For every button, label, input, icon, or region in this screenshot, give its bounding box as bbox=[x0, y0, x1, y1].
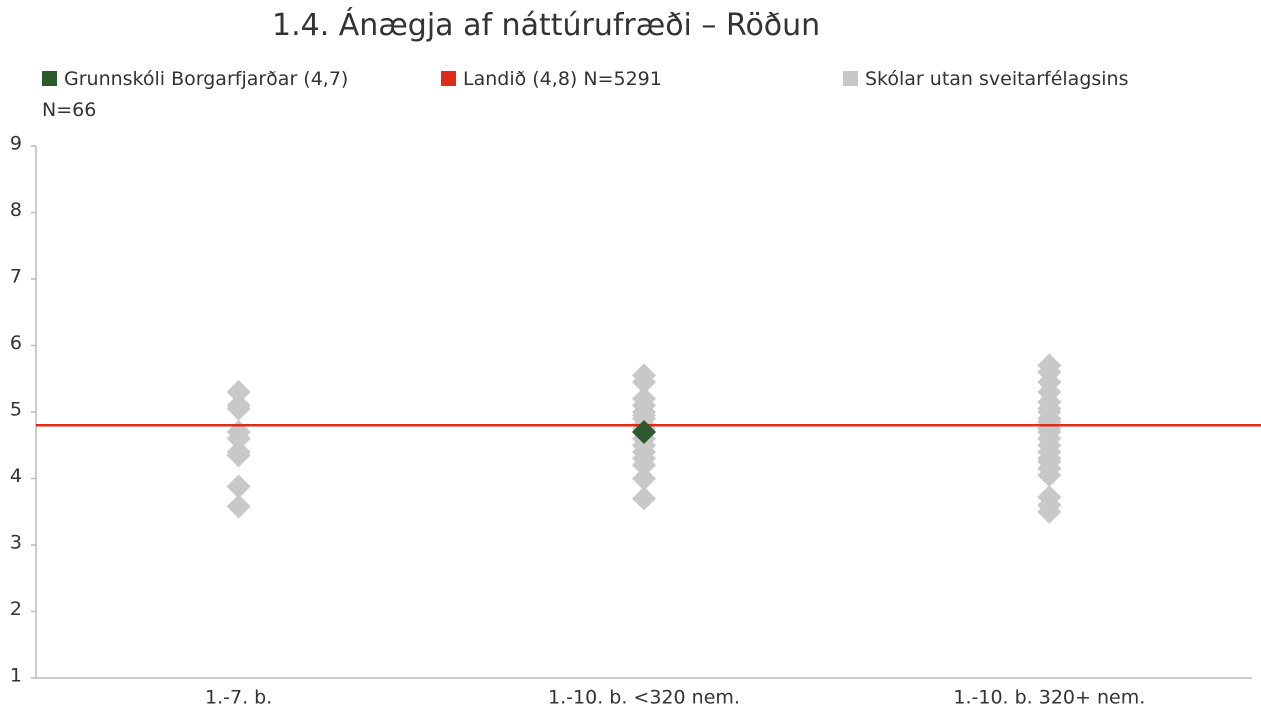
point bbox=[632, 453, 656, 478]
point bbox=[226, 494, 251, 519]
point bbox=[226, 443, 251, 468]
legend-item: Landið (4,8) N=5291 bbox=[441, 64, 843, 95]
y-tick-label: 9 bbox=[10, 133, 22, 155]
legend-swatch bbox=[843, 71, 858, 86]
point bbox=[632, 486, 656, 511]
chart-title: 1.4. Ánægja af náttúrufræði – Röðun bbox=[272, 8, 821, 43]
y-tick-label: 5 bbox=[10, 399, 22, 421]
point bbox=[632, 370, 656, 395]
point bbox=[632, 419, 656, 444]
legend-label: Landið (4,8) N=5291 bbox=[463, 68, 662, 90]
legend-item: Skólar utan sveitarfélagsins N=66 bbox=[42, 68, 1129, 121]
legend-swatch bbox=[42, 71, 57, 86]
y-tick-label: 4 bbox=[10, 465, 22, 487]
x-tick-label: 1.-10. b. 320+ nem. bbox=[953, 687, 1145, 709]
x-tick-label: 1.-10. b. <320 nem. bbox=[548, 687, 740, 709]
point bbox=[226, 426, 251, 451]
legend-label: Grunnskóli Borgarfjarðar (4,7) bbox=[64, 68, 349, 90]
point bbox=[1037, 463, 1062, 488]
point bbox=[226, 396, 251, 421]
point bbox=[1037, 499, 1062, 524]
point bbox=[226, 380, 251, 405]
y-tick-label: 8 bbox=[10, 199, 22, 221]
legend-item: Grunnskóli Borgarfjarðar (4,7) bbox=[42, 64, 441, 95]
y-tick-label: 2 bbox=[10, 598, 22, 620]
x-tick-label: 1.-7. b. bbox=[205, 687, 272, 709]
y-tick-label: 3 bbox=[10, 532, 22, 554]
y-tick-label: 1 bbox=[10, 665, 22, 687]
legend-swatch bbox=[441, 71, 456, 86]
y-tick-label: 6 bbox=[10, 332, 22, 354]
legend: Grunnskóli Borgarfjarðar (4,7) Landið (4,… bbox=[42, 64, 1177, 126]
point bbox=[632, 466, 656, 491]
legend-label: Skólar utan sveitarfélagsins N=66 bbox=[42, 68, 1129, 121]
y-tick-label: 7 bbox=[10, 266, 22, 288]
point bbox=[226, 474, 251, 499]
